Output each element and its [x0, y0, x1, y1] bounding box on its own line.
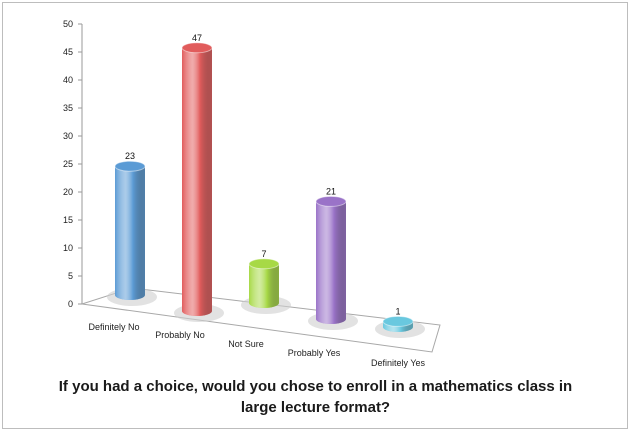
bar-top: [248, 258, 280, 270]
y-tick-label: 35: [63, 103, 73, 113]
y-tick-label: 50: [63, 19, 73, 29]
bar-1: [174, 42, 224, 322]
bar-highlight: [115, 166, 145, 300]
y-tick-label: 5: [68, 271, 73, 281]
x-category-label: Definitely Yes: [371, 358, 426, 368]
bar-highlight: [182, 47, 212, 317]
bar-2: [241, 258, 291, 314]
bar-top: [382, 315, 414, 327]
bar-4: [375, 315, 425, 338]
data-label: 23: [125, 151, 135, 161]
y-tick-label: 30: [63, 131, 73, 141]
x-category-label: Definitely No: [88, 322, 139, 332]
y-tick-label: 40: [63, 75, 73, 85]
y-axis-ticks: 0 5 10 15 20 25 30 35 40 45 50: [63, 19, 82, 309]
bar-3: [308, 195, 358, 330]
y-tick-label: 45: [63, 47, 73, 57]
bar-0: [107, 160, 157, 306]
chart-title: If you had a choice, would you chose to …: [58, 378, 573, 416]
bar-highlight: [249, 263, 279, 308]
x-axis-categories: Definitely No Probably No Not Sure Probably…: [88, 322, 425, 368]
bar-top: [114, 160, 146, 172]
y-tick-label: 20: [63, 187, 73, 197]
bars: 23 47 7 21 1: [107, 33, 425, 338]
y-tick-label: 15: [63, 215, 73, 225]
bar-top: [181, 42, 213, 54]
data-label: 7: [261, 249, 266, 259]
data-label: 21: [326, 186, 336, 196]
y-tick-label: 10: [63, 243, 73, 253]
x-category-label: Probably No: [155, 330, 205, 340]
bar-top: [315, 195, 347, 207]
y-tick-label: 0: [68, 299, 73, 309]
x-category-label: Not Sure: [228, 339, 264, 349]
data-label: 1: [395, 306, 400, 316]
x-category-label: Probably Yes: [288, 348, 341, 358]
y-tick-label: 25: [63, 159, 73, 169]
data-label: 47: [192, 33, 202, 43]
bar-highlight: [316, 201, 346, 324]
